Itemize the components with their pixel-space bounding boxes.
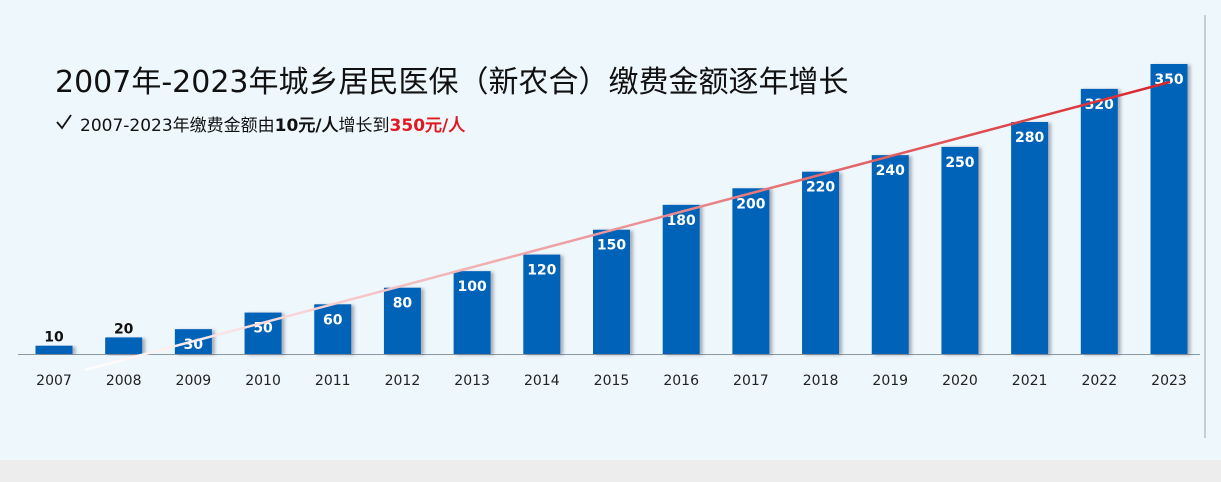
value-label: 60	[323, 312, 343, 328]
bar	[1080, 88, 1118, 354]
bar	[35, 345, 73, 354]
x-tick-label: 2018	[803, 373, 839, 389]
bar	[523, 254, 561, 354]
footer-strip	[0, 460, 1221, 482]
bar	[732, 188, 770, 354]
x-tick-label: 2020	[942, 373, 978, 389]
bar	[593, 229, 630, 354]
bar	[802, 171, 840, 354]
x-tick-label: 2008	[106, 373, 142, 389]
value-label: 180	[667, 213, 696, 229]
chart-title: 2007年-2023年城乡居民医保（新农合）缴费金额逐年增长	[55, 65, 849, 100]
bar	[871, 155, 909, 354]
x-tick-label: 2009	[176, 373, 212, 389]
value-label: 250	[945, 155, 974, 171]
bar	[662, 204, 700, 354]
bar	[1150, 64, 1188, 354]
value-label: 220	[806, 180, 835, 196]
x-tick-label: 2010	[245, 373, 281, 389]
subtitle-part: 增长到	[339, 116, 390, 136]
x-tick-label: 2023	[1151, 373, 1187, 389]
value-label: 100	[458, 279, 487, 295]
x-tick-label: 2011	[315, 373, 351, 389]
x-tick-label: 2013	[454, 373, 490, 389]
value-label: 20	[114, 321, 134, 337]
value-label: 320	[1085, 97, 1114, 113]
x-tick-label: 2017	[733, 373, 769, 389]
x-tick-label: 2015	[594, 373, 630, 389]
subtitle-highlight: 350元/人	[390, 116, 467, 136]
bar	[383, 287, 421, 354]
check-icon	[56, 114, 72, 130]
bar	[453, 271, 491, 354]
bar	[941, 146, 979, 354]
x-tick-label: 2022	[1081, 373, 1117, 389]
subtitle-part: 2007-2023年缴费金额由	[80, 116, 275, 136]
subtitle: 2007-2023年缴费金额由10元/人增长到350元/人	[80, 116, 466, 136]
value-label: 200	[736, 196, 765, 212]
trend-line	[84, 80, 1171, 372]
bars: 1020072020083020095020106020118020121002…	[35, 64, 1188, 389]
value-label: 120	[527, 263, 556, 279]
bar	[1011, 122, 1049, 354]
bar	[105, 337, 143, 354]
x-tick-label: 2007	[36, 373, 72, 389]
subtitle-highlight: 10元/人	[275, 116, 340, 136]
value-label: 150	[597, 238, 626, 254]
value-label: 280	[1015, 130, 1044, 146]
value-label: 80	[393, 296, 413, 312]
x-tick-label: 2016	[663, 373, 699, 389]
bar	[314, 304, 352, 354]
x-tick-label: 2021	[1012, 373, 1048, 389]
x-tick-label: 2012	[385, 373, 421, 389]
x-tick-label: 2014	[524, 373, 560, 389]
value-label: 10	[44, 330, 64, 346]
x-tick-label: 2019	[872, 373, 908, 389]
value-label: 240	[876, 163, 905, 179]
